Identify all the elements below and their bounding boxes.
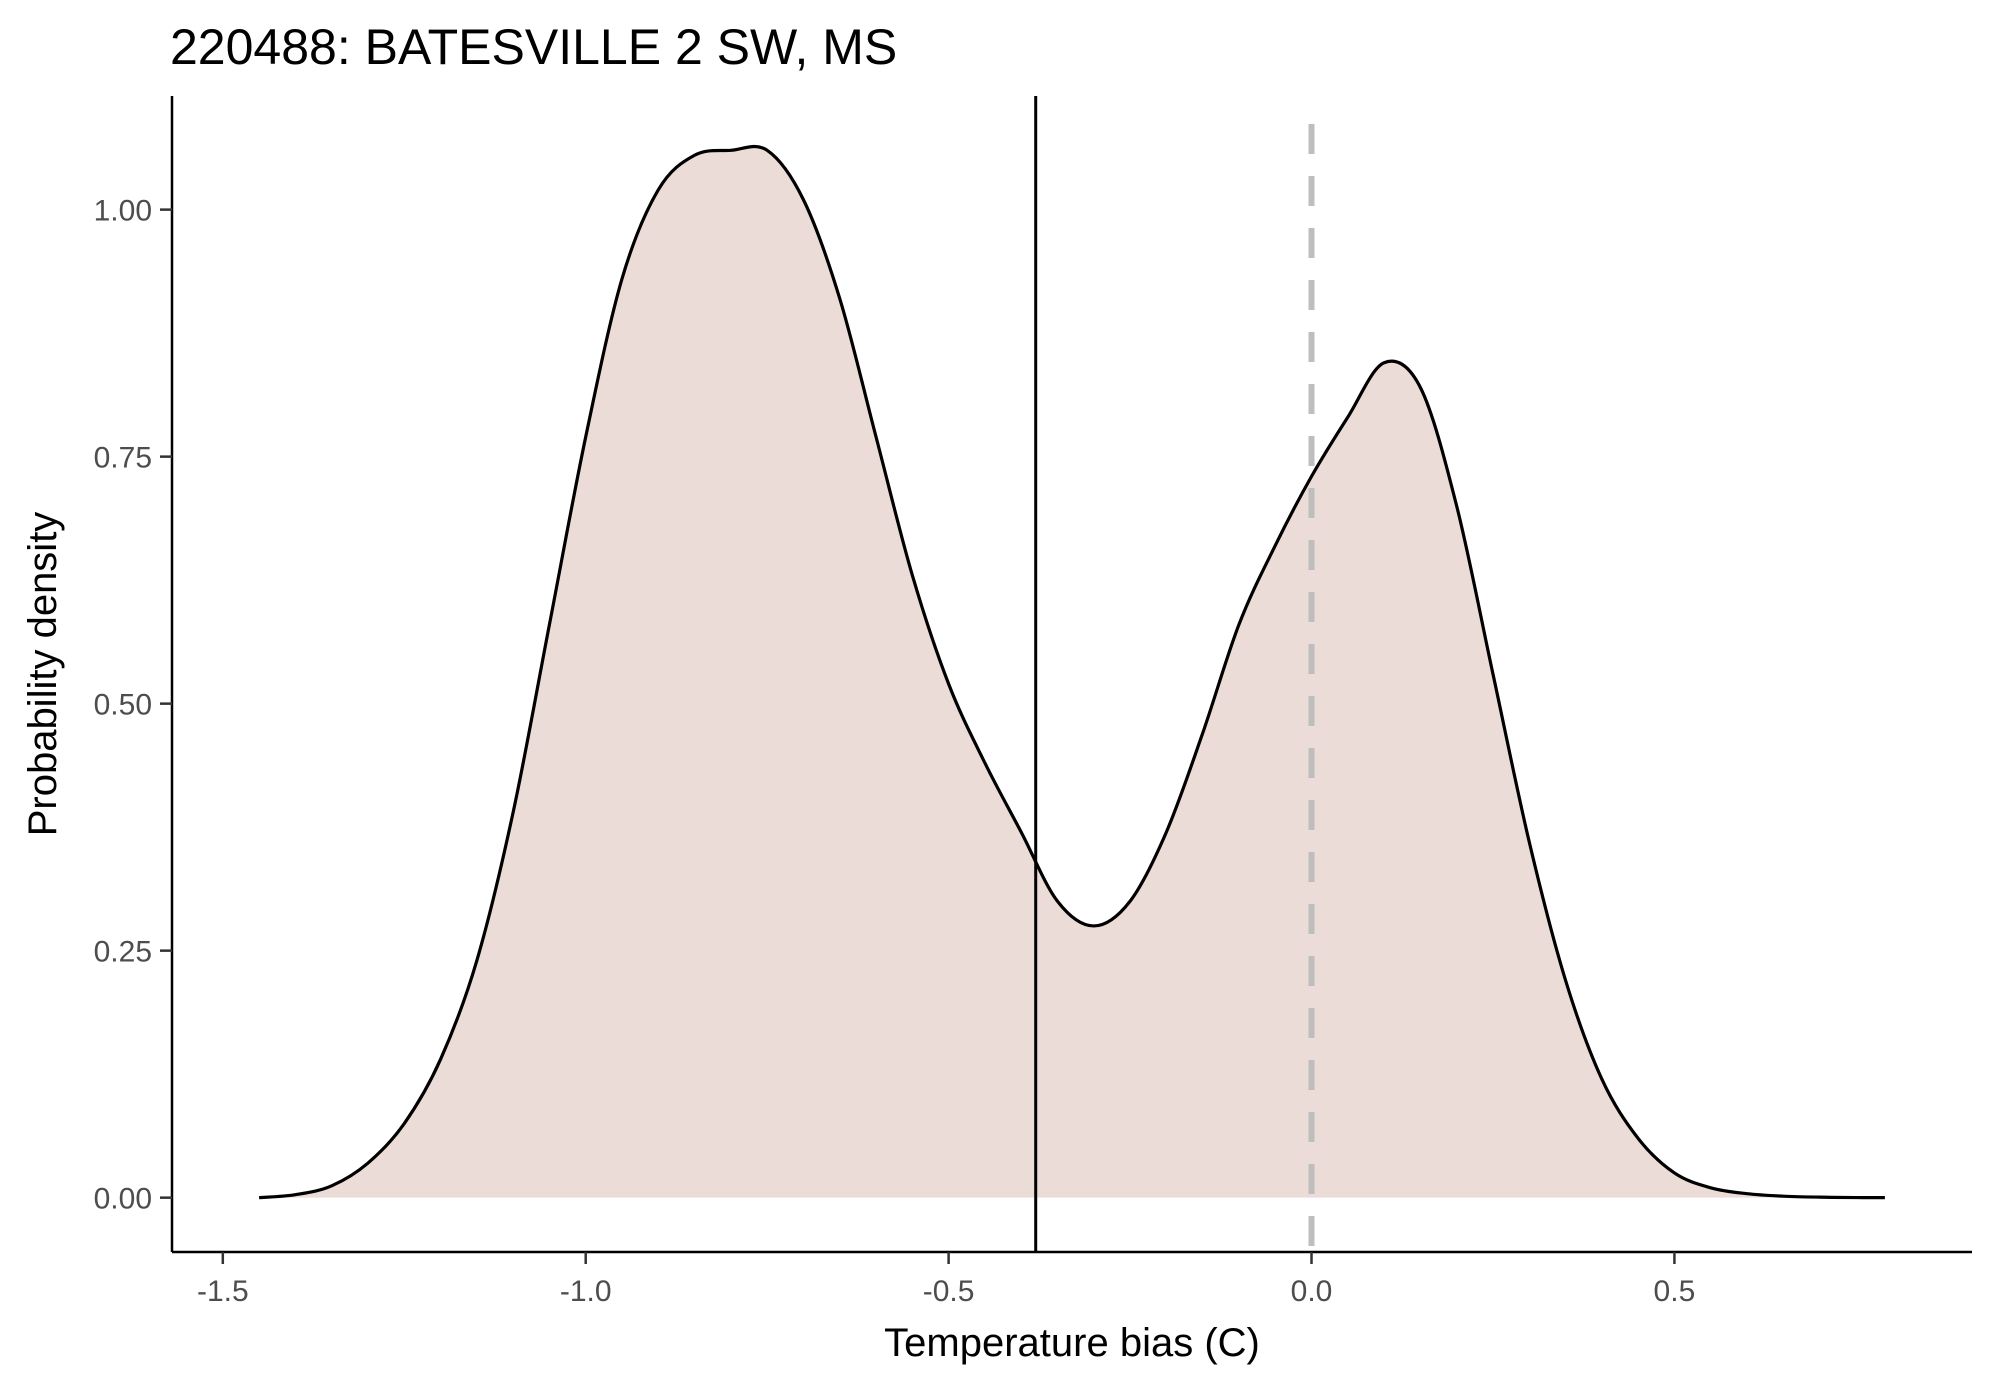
y-axis-title: Probability density: [21, 512, 65, 837]
x-tick-label: -1.0: [560, 1275, 612, 1308]
x-tick-label: -0.5: [923, 1275, 975, 1308]
y-tick-label: 0.00: [94, 1183, 152, 1216]
y-tick-label: 0.75: [94, 442, 152, 475]
plot-area: [258, 96, 1885, 1252]
x-axis-title: Temperature bias (C): [884, 1321, 1260, 1365]
y-axis-ticks: 0.00 0.25 0.50 0.75 1.00: [94, 195, 172, 1216]
y-tick-label: 0.25: [94, 936, 152, 969]
density-area-fill: [259, 146, 1885, 1198]
x-tick-label: 0.5: [1654, 1275, 1696, 1308]
x-axis-ticks: -1.5 -1.0 -0.5 0.0 0.5: [197, 1252, 1695, 1308]
chart-title: 220488: BATESVILLE 2 SW, MS: [170, 19, 897, 75]
density-curve: [258, 144, 1885, 1200]
y-tick-label: 0.50: [94, 689, 152, 722]
x-tick-label: -1.5: [197, 1275, 249, 1308]
y-tick-label: 1.00: [94, 195, 152, 228]
x-tick-label: 0.0: [1291, 1275, 1333, 1308]
